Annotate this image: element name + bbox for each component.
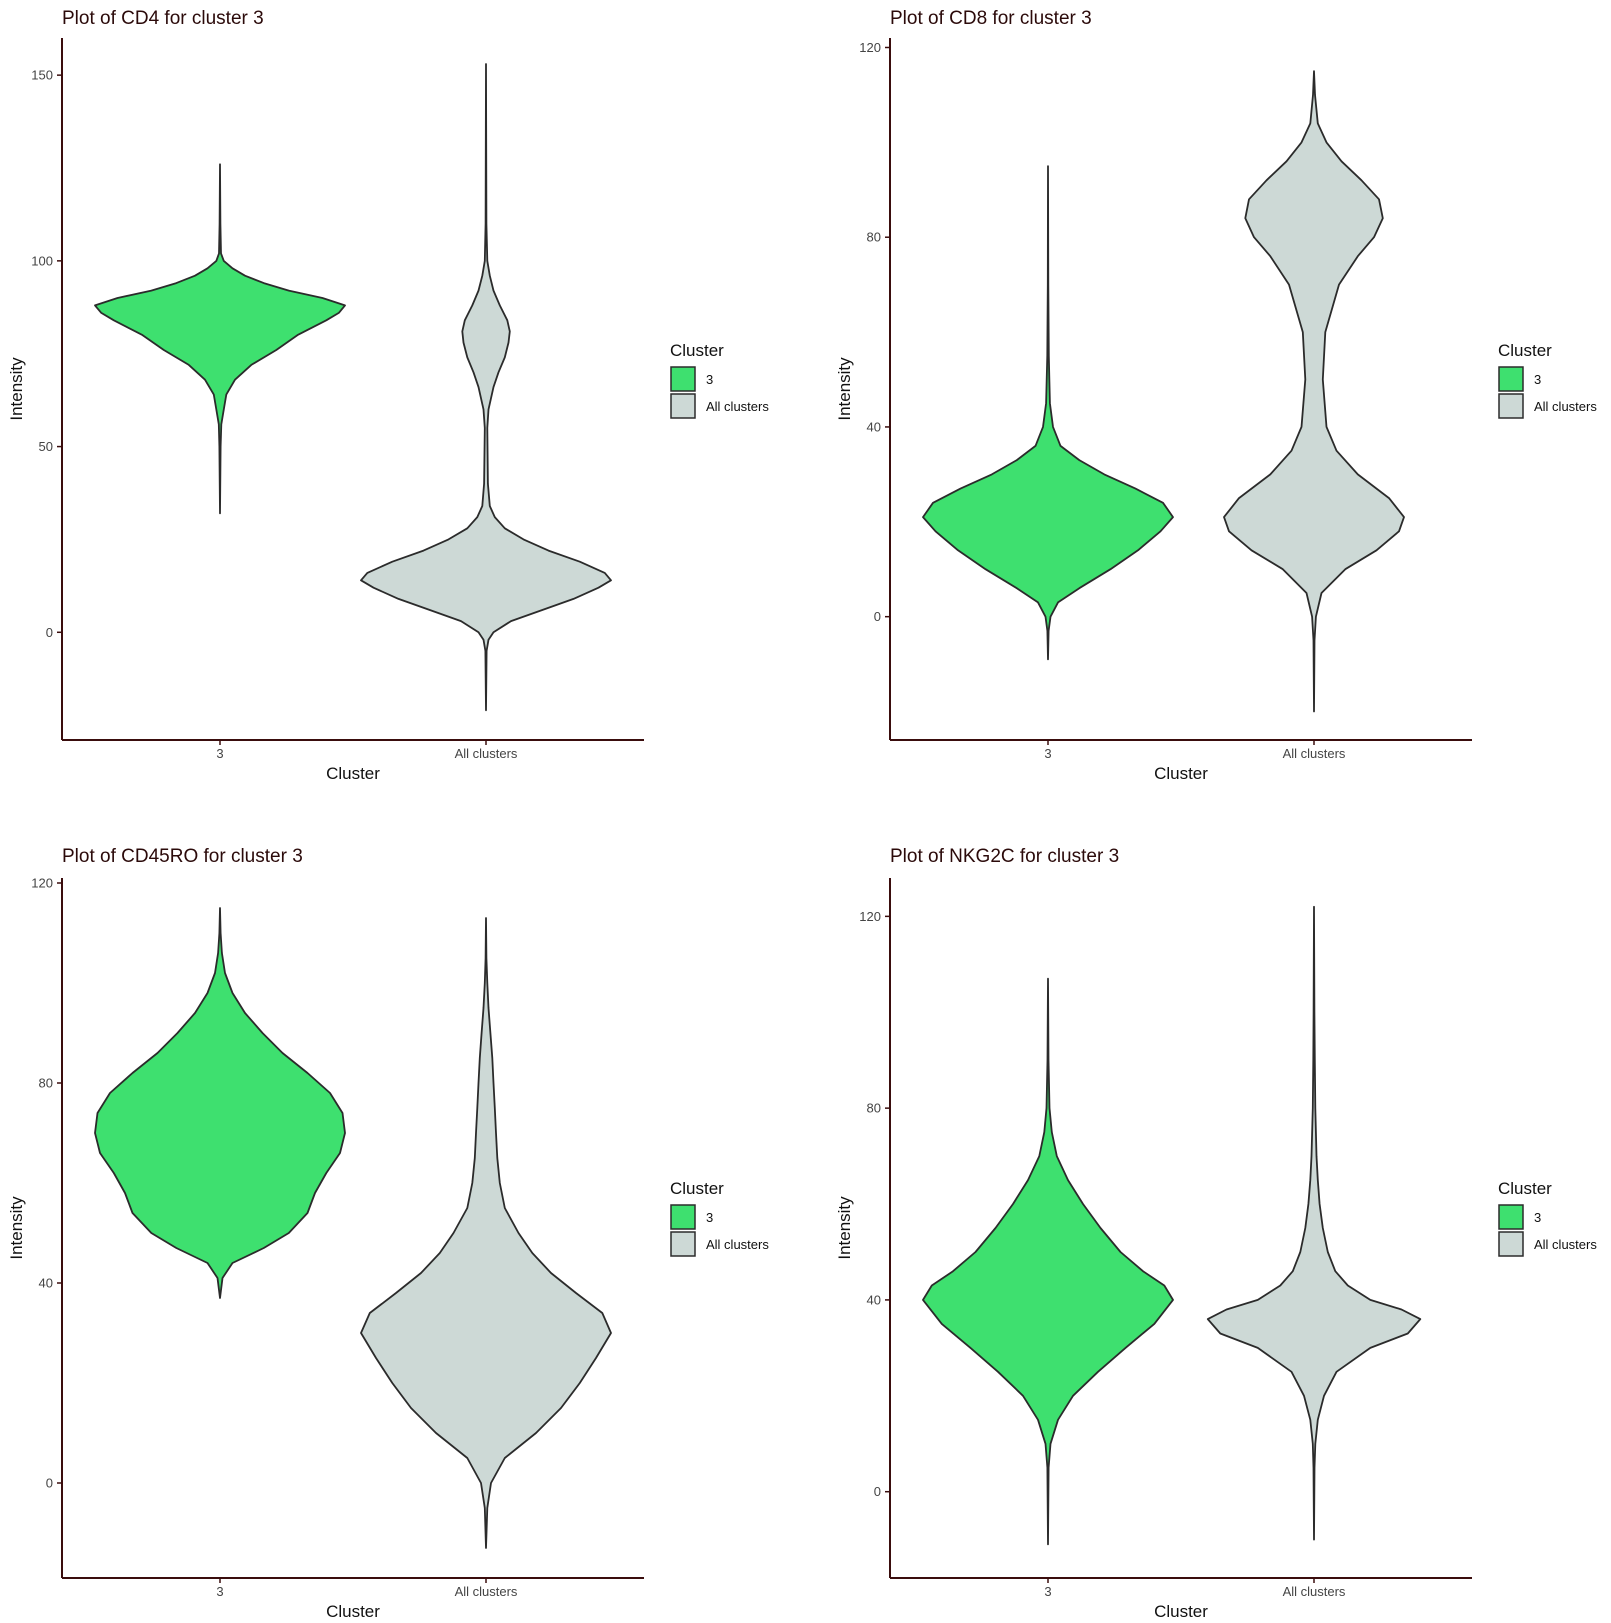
x-tick-label: 3 [216,746,223,761]
y-tick-label: 40 [867,419,881,434]
legend-key-cluster-3 [670,1204,696,1230]
y-axis-title: Intensity [835,1196,854,1260]
x-tick-label: All clusters [1283,746,1346,761]
legend-label: 3 [1534,372,1541,387]
legend-title: Cluster [670,1179,724,1198]
y-tick-label: 150 [31,68,53,83]
y-tick-label: 0 [46,1476,53,1491]
legend-label: 3 [1534,1210,1541,1225]
x-axis-title: Cluster [326,764,380,783]
y-tick-label: 120 [859,909,881,924]
y-tick-label: 0 [874,1484,881,1499]
legend-title: Cluster [1498,341,1552,360]
legend-label: All clusters [706,1237,769,1252]
legend-key-all-clusters [1498,393,1524,419]
y-tick-label: 0 [46,625,53,640]
y-axis-title: Intensity [7,357,26,421]
x-axis-title: Cluster [1154,764,1208,783]
legend-label: 3 [706,1210,713,1225]
violin-all-clusters [360,917,612,1549]
legend-label: 3 [706,372,713,387]
violin-all-clusters [360,63,612,712]
violin-all-clusters [1223,70,1405,713]
x-tick-label: All clusters [455,746,518,761]
y-tick-label: 80 [867,230,881,245]
legend-label: All clusters [1534,399,1597,414]
y-tick-label: 120 [859,40,881,55]
x-tick-label: All clusters [1283,1584,1346,1599]
chart-title: Plot of CD45RO for cluster 3 [62,846,303,867]
chart-title: Plot of CD4 for cluster 3 [62,8,264,29]
y-tick-label: 50 [39,439,53,454]
x-axis-title: Cluster [1154,1602,1208,1621]
violin-cluster-3 [922,977,1174,1546]
chart-panel-4: Plot of NKG2C for cluster 3 0 40 80 120 Inten… [835,846,1597,1621]
legend-title: Cluster [670,341,724,360]
legend-key-cluster-3 [1498,366,1524,392]
legend-key-all-clusters [670,393,696,419]
chart-title: Plot of NKG2C for cluster 3 [890,846,1119,867]
y-axis-title: Intensity [7,1196,26,1260]
chart-title: Plot of CD8 for cluster 3 [890,8,1092,29]
legend-label: All clusters [1534,1237,1597,1252]
violin-all-clusters [1206,905,1422,1541]
y-tick-label: 0 [874,609,881,624]
violin-cluster-3 [94,163,346,515]
violin-cluster-3 [922,165,1174,661]
y-tick-label: 100 [31,253,53,268]
chart-panel-2: Plot of CD8 for cluster 3 0 40 80 120 Intensi… [835,8,1597,783]
x-tick-label: 3 [1044,1584,1051,1599]
x-tick-label: 3 [1044,746,1051,761]
y-tick-label: 80 [39,1076,53,1091]
x-axis-title: Cluster [326,1602,380,1621]
legend-key-all-clusters [670,1231,696,1257]
legend-key-cluster-3 [1498,1204,1524,1230]
x-tick-label: All clusters [455,1584,518,1599]
legend-label: All clusters [706,399,769,414]
y-tick-label: 40 [39,1276,53,1291]
y-tick-label: 40 [867,1292,881,1307]
y-tick-label: 120 [31,876,53,891]
x-tick-label: 3 [216,1584,223,1599]
y-axis-title: Intensity [835,357,854,421]
chart-panel-1: Plot of CD4 for cluster 3 0 50 100 150 Intens… [7,8,769,783]
y-tick-label: 80 [867,1101,881,1116]
legend-key-all-clusters [1498,1231,1524,1257]
legend-key-cluster-3 [670,366,696,392]
violin-cluster-3 [94,907,346,1299]
chart-panel-3: Plot of CD45RO for cluster 3 0 40 80 120 Inte… [7,846,769,1621]
legend-title: Cluster [1498,1179,1552,1198]
